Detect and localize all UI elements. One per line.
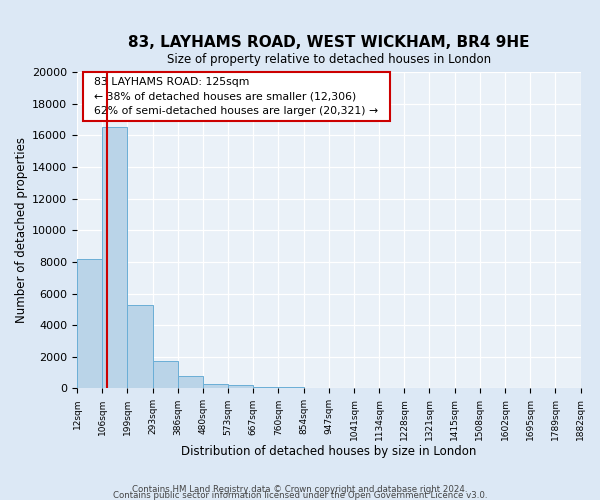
Bar	[103, 128, 127, 388]
Text: Contains public sector information licensed under the Open Government Licence v3: Contains public sector information licen…	[113, 490, 487, 500]
Text: 83 LAYHAMS ROAD: 125sqm
  ← 38% of detached houses are smaller (12,306)
  62% of: 83 LAYHAMS ROAD: 125sqm ← 38% of detache…	[87, 76, 385, 116]
Bar	[228, 386, 253, 388]
Bar	[203, 384, 228, 388]
Bar	[253, 387, 278, 388]
X-axis label: Distribution of detached houses by size in London: Distribution of detached houses by size …	[181, 444, 476, 458]
Bar	[278, 387, 304, 388]
Y-axis label: Number of detached properties: Number of detached properties	[15, 137, 28, 323]
Text: Contains HM Land Registry data © Crown copyright and database right 2024.: Contains HM Land Registry data © Crown c…	[132, 484, 468, 494]
Bar	[127, 304, 152, 388]
Title: 83, LAYHAMS ROAD, WEST WICKHAM, BR4 9HE: 83, LAYHAMS ROAD, WEST WICKHAM, BR4 9HE	[128, 35, 530, 50]
Bar	[178, 376, 203, 388]
Bar	[77, 258, 103, 388]
Text: Size of property relative to detached houses in London: Size of property relative to detached ho…	[167, 52, 491, 66]
Bar	[152, 361, 178, 388]
